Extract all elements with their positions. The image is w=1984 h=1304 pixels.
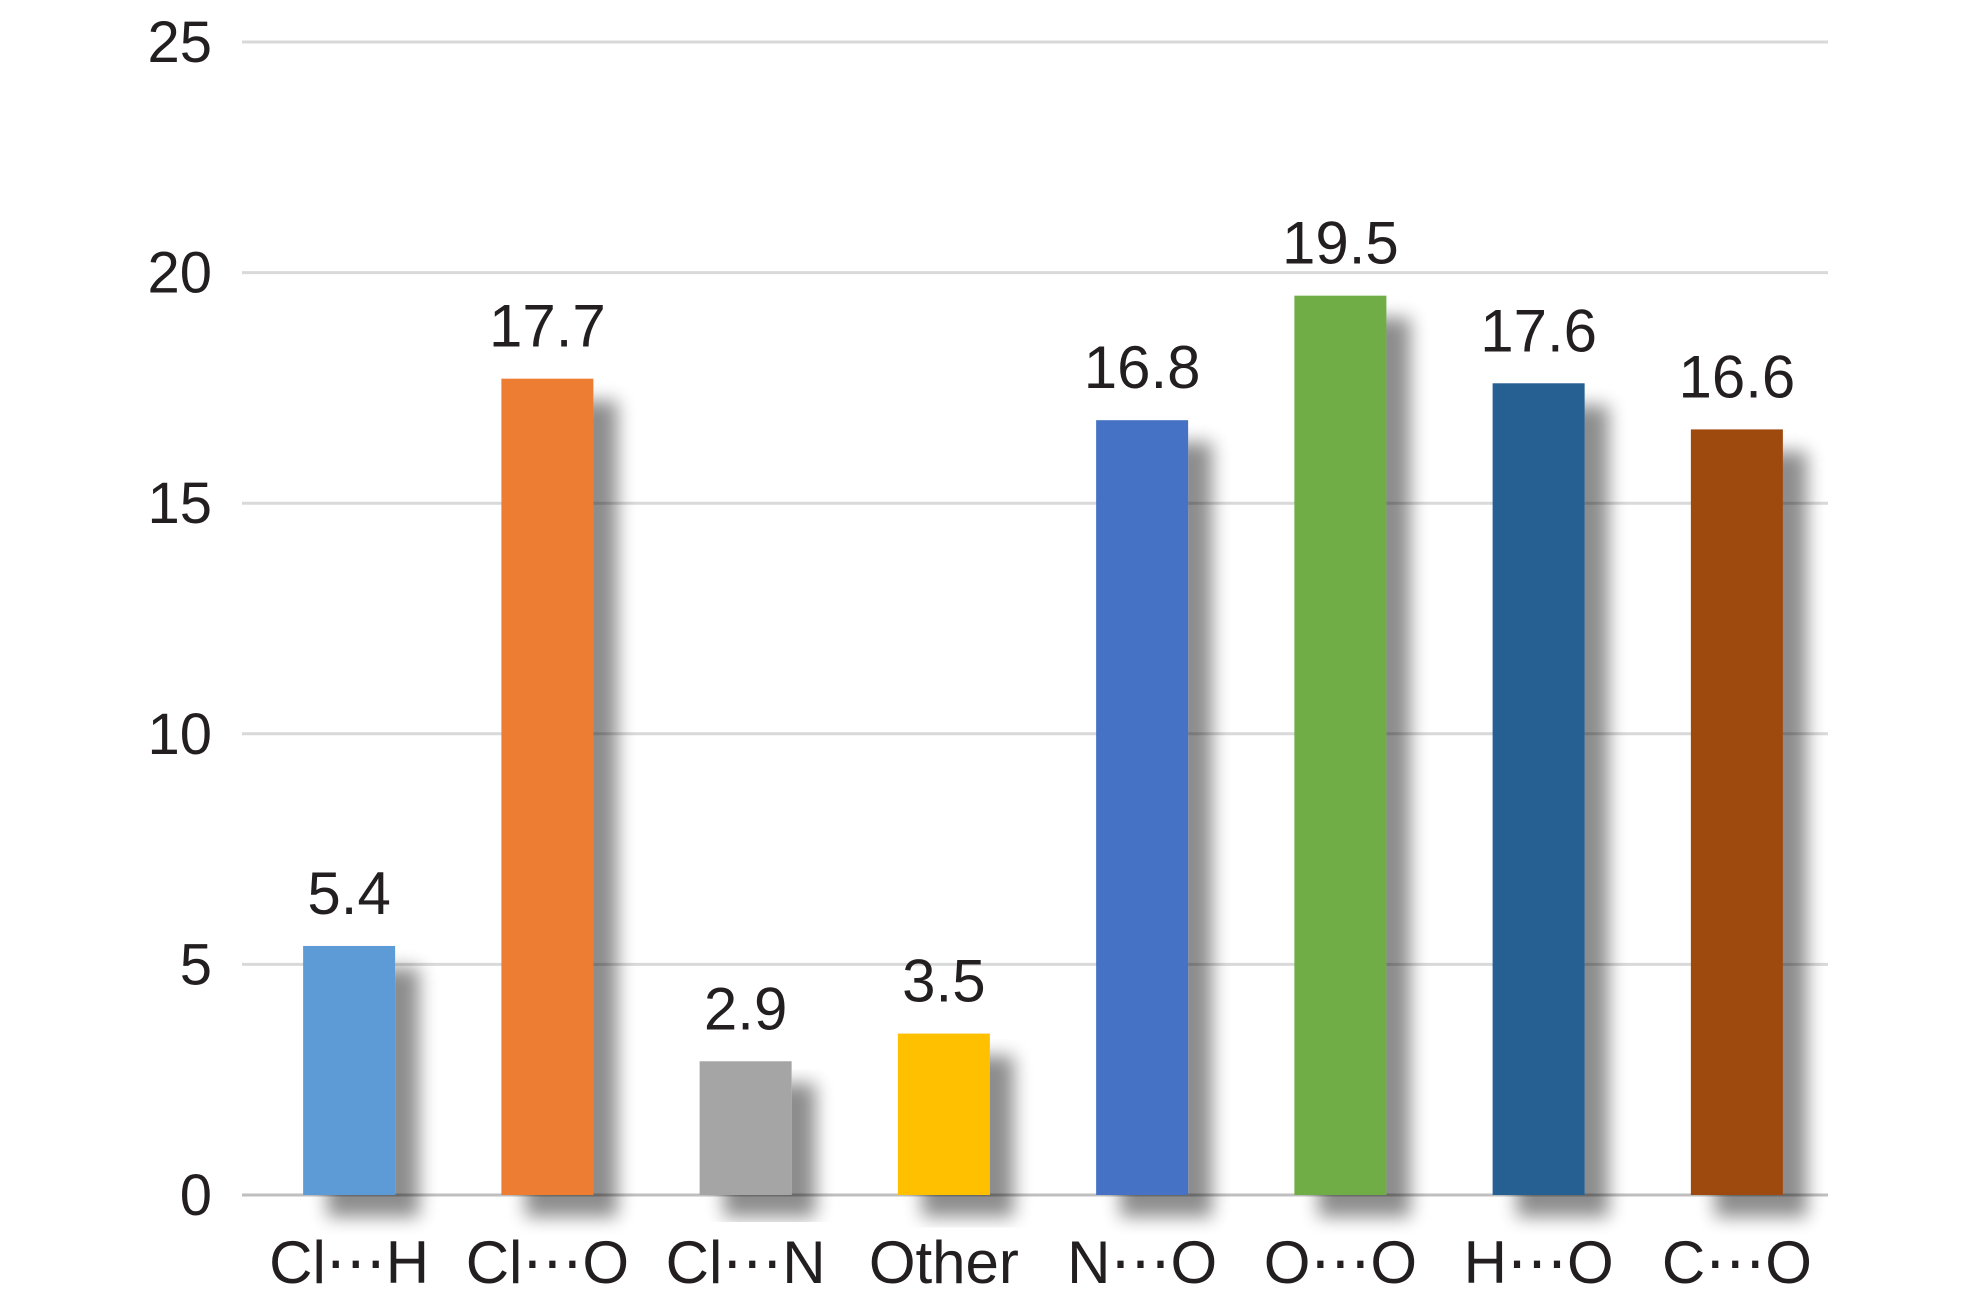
y-tick-label: 10	[147, 702, 212, 767]
bar	[897, 1033, 990, 1195]
data-label: 5.4	[307, 860, 390, 927]
data-label: 16.8	[1084, 334, 1201, 401]
x-category-label: O⋯O	[1264, 1229, 1417, 1296]
x-category-label: H⋯O	[1464, 1229, 1614, 1296]
bar	[1690, 429, 1783, 1196]
data-label: 17.7	[489, 293, 606, 360]
data-label: 16.6	[1678, 343, 1795, 410]
y-axis-tick-labels: 0 5 10 15 20 25	[147, 10, 212, 1228]
data-label: 3.5	[902, 948, 985, 1015]
gridlines	[242, 40, 1828, 1197]
x-category-label: N⋯O	[1067, 1229, 1217, 1296]
y-tick-label: 25	[147, 10, 212, 75]
x-category-label: Cl⋯H	[269, 1229, 429, 1296]
bar	[1492, 383, 1585, 1196]
bar	[303, 945, 396, 1195]
bar	[699, 1061, 792, 1195]
x-category-label: Cl⋯N	[666, 1229, 826, 1296]
bar	[501, 378, 594, 1195]
data-label: 17.6	[1480, 297, 1597, 364]
x-axis-category-labels: Cl⋯H Cl⋯O Cl⋯N Other N⋯O O⋯O H⋯O C⋯O	[269, 1229, 1812, 1296]
y-tick-label: 20	[147, 241, 212, 306]
data-labels: 5.4 17.7 2.9 3.5 16.8 19.5 17.6 16.6	[307, 210, 1795, 1043]
y-tick-label: 5	[180, 932, 212, 997]
bar	[1096, 420, 1189, 1196]
data-label: 19.5	[1282, 210, 1399, 277]
x-category-label: Other	[869, 1229, 1019, 1296]
x-category-label: C⋯O	[1662, 1229, 1812, 1296]
x-category-label: Cl⋯O	[466, 1229, 629, 1296]
y-tick-label: 0	[180, 1163, 212, 1228]
y-tick-label: 15	[147, 471, 212, 536]
bar	[1294, 295, 1387, 1195]
bars	[303, 295, 1783, 1196]
data-label: 2.9	[704, 975, 787, 1042]
